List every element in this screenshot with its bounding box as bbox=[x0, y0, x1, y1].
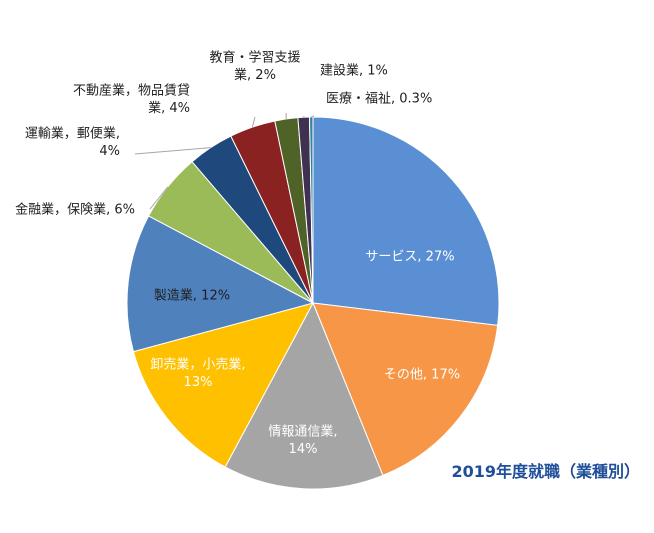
pie-slice-4 bbox=[132, 302, 314, 468]
data-label-9: 教育・学習支援業, 2% bbox=[209, 49, 300, 83]
leader-line-11 bbox=[311, 115, 315, 118]
leader-line-6 bbox=[149, 186, 169, 210]
data-label-10: 建設業, 1% bbox=[320, 63, 388, 79]
data-label-6: 金融業，保険業, 6% bbox=[15, 202, 135, 218]
data-label-8: 不動産業，物品賃貸業, 4% bbox=[73, 82, 190, 116]
data-label-3: 情報通信業, 14% bbox=[268, 423, 337, 457]
data-label-2: その他, 17% bbox=[384, 368, 460, 383]
leader-line-8 bbox=[251, 116, 256, 128]
pie-slice-2 bbox=[312, 302, 499, 477]
chart-title: 2019年度就職（業種別） bbox=[451, 462, 640, 481]
data-label-1: サービス, 27% bbox=[365, 250, 454, 265]
leader-line-7 bbox=[134, 147, 211, 155]
pie-slice-5 bbox=[126, 215, 315, 353]
data-label-4: 卸売業，小売業, 13% bbox=[150, 356, 245, 390]
pie-slice-3 bbox=[224, 301, 384, 490]
pie-slice-1 bbox=[312, 116, 500, 326]
data-label-7: 運輸業，郵便業, 4% bbox=[25, 125, 120, 159]
data-label-11: 医療・福祉, 0.3% bbox=[326, 92, 432, 107]
data-label-5: 製造業, 12% bbox=[154, 288, 230, 304]
